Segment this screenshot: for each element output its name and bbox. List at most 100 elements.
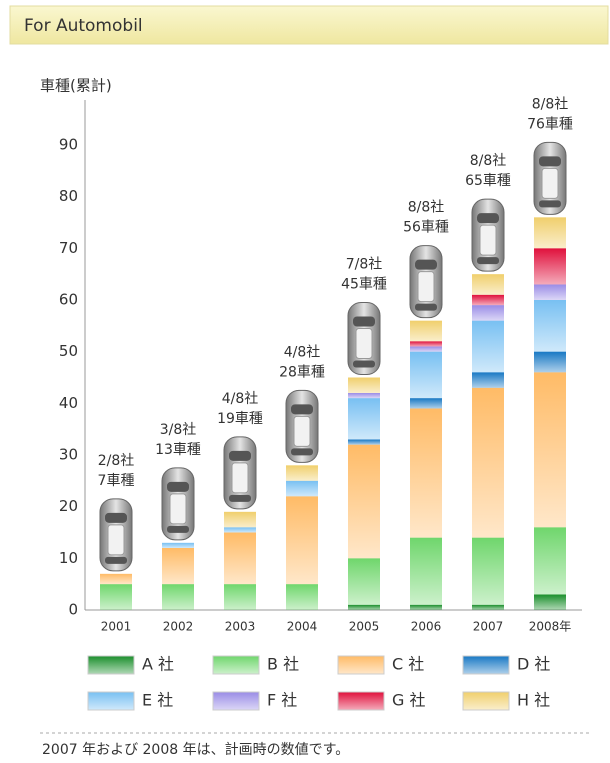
x-tick-label: 2001 <box>101 620 132 634</box>
y-tick-label: 30 <box>59 446 78 464</box>
bar-segment <box>286 465 318 481</box>
annotation: 8/8社 <box>532 96 569 112</box>
bar-segment <box>472 305 504 321</box>
bar-segment <box>534 300 566 352</box>
bar-segment <box>410 347 442 352</box>
legend-swatch <box>88 656 134 674</box>
bar-segment <box>224 584 256 610</box>
bar-segment <box>472 605 504 610</box>
x-tick-label: 2005 <box>349 620 380 634</box>
bar-segment <box>224 533 256 585</box>
x-tick-label: 2002 <box>163 620 194 634</box>
bar-segment <box>348 378 380 394</box>
x-tick-label: 2006 <box>411 620 442 634</box>
bar-segment <box>534 217 566 248</box>
bar-segment <box>162 584 194 610</box>
car-icon <box>100 499 132 571</box>
legend-label: D 社 <box>517 655 550 674</box>
bar-segment <box>534 248 566 284</box>
bar-segment <box>162 548 194 584</box>
bar-segment <box>534 352 566 373</box>
bar-segment <box>410 321 442 342</box>
legend-swatch <box>213 692 259 710</box>
x-tick-label: 2008年 <box>529 620 572 634</box>
y-tick-label: 0 <box>68 601 78 619</box>
legend-label: G 社 <box>392 691 426 710</box>
legend-label: B 社 <box>267 655 299 674</box>
bar-segment <box>100 584 132 610</box>
car-icon <box>472 199 504 271</box>
legend-swatch <box>463 656 509 674</box>
legend-swatch <box>463 692 509 710</box>
bar-segment <box>534 285 566 301</box>
bar-segment <box>534 595 566 611</box>
bar-segment <box>348 398 380 439</box>
legend-swatch <box>88 692 134 710</box>
x-tick-label: 2007 <box>473 620 504 634</box>
legend-label: H 社 <box>517 691 550 710</box>
y-tick-label: 60 <box>59 291 78 309</box>
bar-segment <box>286 584 318 610</box>
chart: For Automobil 車種(累計) 2007 年および 2008 年は、計… <box>0 0 610 763</box>
bar-segment <box>410 398 442 408</box>
annotation: 76車種 <box>527 115 573 132</box>
car-icon <box>286 390 318 462</box>
bar-segment <box>472 295 504 305</box>
annotation: 8/8社 <box>408 200 445 216</box>
car-icon <box>348 303 380 375</box>
bar-segment <box>224 527 256 532</box>
footnote: 2007 年および 2008 年は、計画時の数値です。 <box>42 742 349 758</box>
x-tick-label: 2004 <box>287 620 318 634</box>
annotation: 56車種 <box>403 219 449 236</box>
legend-swatch <box>338 656 384 674</box>
legend-label: F 社 <box>267 691 297 710</box>
bar-segment <box>224 512 256 528</box>
annotation: 4/8社 <box>284 344 321 360</box>
annotation: 7車種 <box>98 472 135 489</box>
y-tick-label: 10 <box>59 549 78 567</box>
car-icon <box>410 246 442 318</box>
bar-segment <box>348 440 380 445</box>
bar-segment <box>472 372 504 388</box>
y-tick-label: 90 <box>59 136 78 154</box>
legend-swatch <box>213 656 259 674</box>
bar-segment <box>348 393 380 398</box>
bar-segment <box>410 538 442 605</box>
annotation: 8/8社 <box>470 153 507 169</box>
annotation: 65車種 <box>465 172 511 189</box>
y-tick-label: 80 <box>59 187 78 205</box>
bar-segment <box>410 341 442 346</box>
legend-label: C 社 <box>392 655 424 674</box>
legend-label: E 社 <box>142 691 173 710</box>
page: For Automobil 車種(累計) 2007 年および 2008 年は、計… <box>0 0 610 763</box>
annotation: 13車種 <box>155 441 201 458</box>
y-tick-label: 50 <box>59 342 78 360</box>
bar-segment <box>348 445 380 559</box>
y-tick-label: 70 <box>59 239 78 257</box>
annotation: 2/8社 <box>98 453 135 469</box>
bar-segment <box>348 605 380 610</box>
y-axis-label: 車種(累計) <box>40 77 112 95</box>
car-icon <box>534 142 566 214</box>
y-tick-label: 20 <box>59 497 78 515</box>
annotation: 45車種 <box>341 276 387 293</box>
legend-label: A 社 <box>142 655 174 674</box>
bar-segment <box>286 481 318 497</box>
annotation: 7/8社 <box>346 257 383 273</box>
annotation: 28車種 <box>279 363 325 380</box>
bar-segment <box>410 605 442 610</box>
x-tick-label: 2003 <box>225 620 256 634</box>
bar-segment <box>162 543 194 548</box>
bar-segment <box>348 558 380 605</box>
car-icon <box>224 437 256 509</box>
bar-segment <box>472 538 504 605</box>
bar-segment <box>472 388 504 538</box>
bar-segment <box>410 409 442 538</box>
annotation: 3/8社 <box>160 422 197 438</box>
header-title: For Automobil <box>24 16 143 36</box>
bar-segment <box>472 274 504 295</box>
bar-segment <box>410 352 442 399</box>
bar-segment <box>472 321 504 373</box>
bar-segment <box>534 372 566 527</box>
y-tick-label: 40 <box>59 394 78 412</box>
